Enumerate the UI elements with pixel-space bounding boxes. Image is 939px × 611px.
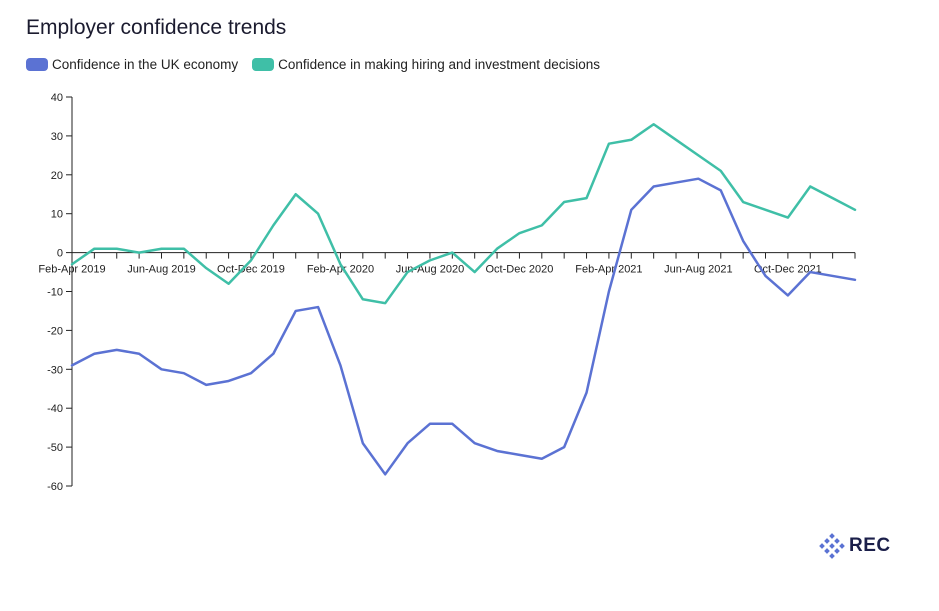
legend-label-hiring: Confidence in making hiring and investme… <box>278 57 601 72</box>
y-axis: -60 -50 -40 -30 -20 -10 0 10 20 30 40 <box>47 92 73 493</box>
series-line-0 <box>70 177 857 476</box>
x-tick-label: Feb-Apr 2021 <box>575 264 642 276</box>
legend-item-economy[interactable]: Confidence in the UK economy <box>26 57 238 72</box>
x-tick-label: Feb-Apr 2020 <box>307 264 374 276</box>
x-tick-label: Feb-Apr 2019 <box>38 264 105 276</box>
series-line-1 <box>70 122 857 305</box>
series-layer <box>70 122 857 476</box>
y-tick-label: 40 <box>51 92 63 104</box>
rec-logo-text: REC <box>849 535 891 556</box>
x-tick-label: Jun-Aug 2021 <box>664 264 733 276</box>
legend: Confidence in the UK economy Confidence … <box>26 57 614 72</box>
y-tick-label: 20 <box>51 170 63 182</box>
rec-logo: REC <box>818 533 891 559</box>
y-tick-label: -10 <box>47 287 63 299</box>
x-tick-label: Oct-Dec 2019 <box>217 264 285 276</box>
y-tick-label: -40 <box>47 403 63 415</box>
y-tick-label: 10 <box>51 209 63 221</box>
x-tick-label: Oct-Dec 2021 <box>754 264 822 276</box>
y-tick-label: 30 <box>51 131 63 143</box>
y-tick-label: -50 <box>47 442 63 454</box>
x-tick-label: Jun-Aug 2020 <box>396 264 465 276</box>
legend-label-economy: Confidence in the UK economy <box>52 57 239 72</box>
chart-title: Employer confidence trends <box>26 16 287 39</box>
x-axis: Feb-Apr 2019 Jun-Aug 2019 Oct-Dec 2019 Feb-… <box>38 252 856 276</box>
legend-item-hiring[interactable]: Confidence in making hiring and investme… <box>252 57 600 72</box>
y-tick-label: -20 <box>47 325 63 337</box>
legend-swatch-hiring <box>252 58 275 71</box>
x-tick-label: Oct-Dec 2020 <box>485 264 553 276</box>
rec-logo-icon <box>819 533 845 559</box>
x-tick-label: Jun-Aug 2019 <box>127 264 196 276</box>
legend-swatch-economy <box>26 58 48 71</box>
y-tick-label: -60 <box>47 481 63 493</box>
y-tick-label: 0 <box>57 248 63 260</box>
y-tick-label: -30 <box>47 364 63 376</box>
